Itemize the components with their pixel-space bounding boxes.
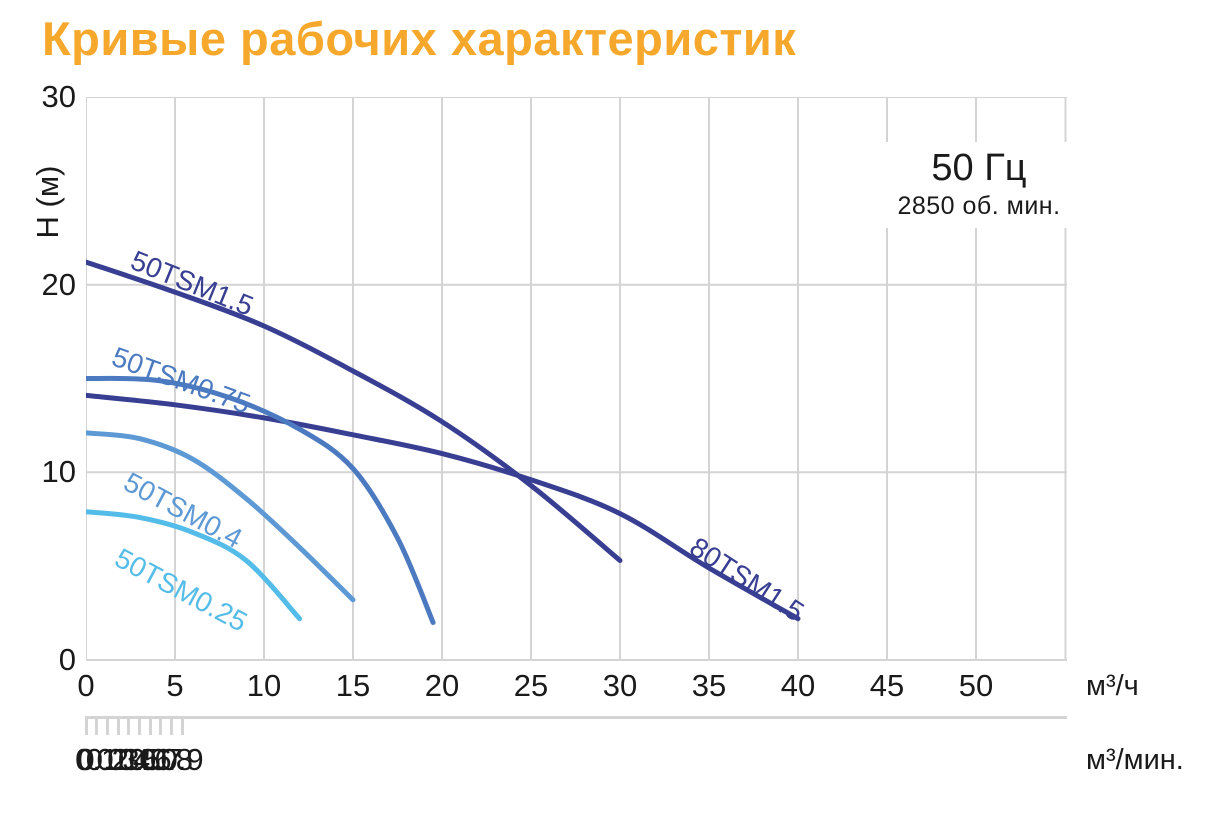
secondary-tick-mark: [180, 716, 184, 735]
frequency-value: 50 Гц: [931, 147, 1027, 189]
curve-label-50TSM0.25: 50TSM0.25: [110, 542, 252, 637]
curve-50TSM0.25: [86, 509, 303, 622]
x-primary-tick-label: 5: [166, 668, 184, 703]
x-secondary-tick-label: 0.1: [75, 742, 119, 777]
secondary-axis-ruler: [86, 716, 1067, 719]
x-secondary-tick-label: 0.7: [139, 742, 183, 777]
y-tick-label: 30: [41, 79, 76, 114]
x-primary-tick-label: 20: [424, 668, 460, 703]
secondary-tick-mark: [95, 716, 99, 735]
x-primary-tick-label: 45: [869, 668, 905, 703]
secondary-tick-mark: [84, 716, 88, 735]
x-primary-tick-label: 0: [77, 668, 95, 703]
curve-50TSM1.5: [86, 259, 623, 563]
x-primary-tick-label: 35: [691, 668, 727, 703]
x-secondary-tick-label: 0.2: [85, 742, 129, 777]
secondary-tick-mark: [148, 716, 152, 735]
x-secondary-tick-label: 0.3: [96, 742, 140, 777]
chart-title: Кривые рабочих характеристик: [42, 12, 797, 65]
x-secondary-tick-label: 0.8: [149, 742, 193, 777]
x-primary-tick-label: 25: [513, 668, 549, 703]
x-axis-primary-unit: м³/ч: [1086, 670, 1139, 702]
secondary-tick-mark: [116, 716, 120, 735]
curve-50TSM0.4: [86, 430, 356, 603]
secondary-tick-mark: [137, 716, 141, 735]
x-primary-tick-label: 50: [958, 668, 994, 703]
x-primary-tick-label: 15: [335, 668, 371, 703]
curve-label-80TSM1.5: 80TSM1.5: [684, 531, 809, 627]
secondary-tick-mark: [105, 716, 109, 735]
y-tick-label: 0: [58, 642, 76, 677]
frequency-annotation: 50 Гц 2850 об. мин.: [876, 142, 1082, 228]
y-tick-label: 10: [41, 454, 76, 490]
plot-area: 50TSM1.580TSM1.550TSM0.7550TSM0.450TSM0.…: [86, 97, 1067, 661]
x-axis-secondary-unit: м³/мин.: [1086, 744, 1184, 776]
x-primary-tick-label: 10: [246, 668, 282, 703]
x-primary-tick-label: 30: [602, 668, 638, 703]
curve-80TSM1.5: [86, 392, 801, 622]
secondary-tick-mark: [169, 716, 173, 735]
x-secondary-tick-label: 0.4: [107, 742, 151, 777]
x-secondary-tick-label: 0.5: [117, 742, 161, 777]
y-tick-label: 20: [41, 266, 76, 302]
secondary-tick-mark: [159, 716, 163, 735]
rpm-value: 2850 об. мин.: [897, 192, 1061, 220]
curve-label-50TSM0.4: 50TSM0.4: [119, 466, 248, 554]
x-secondary-tick-label: 0.6: [128, 742, 172, 777]
curve-50TSM0.75: [86, 375, 436, 625]
x-secondary-tick-label: 0.9: [160, 742, 204, 777]
x-secondary-tick-label: 0: [77, 742, 95, 777]
x-primary-tick-label: 40: [780, 668, 816, 703]
secondary-tick-mark: [127, 716, 131, 735]
